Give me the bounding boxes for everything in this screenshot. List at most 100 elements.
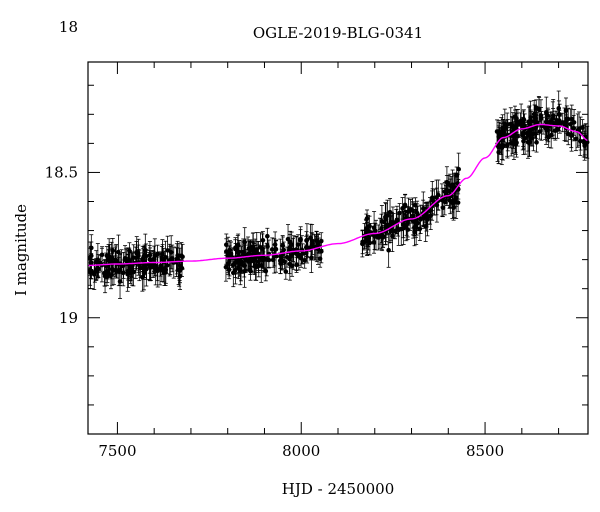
data-point [417,226,423,232]
data-point [99,252,105,258]
data-point [453,195,459,201]
data-point [158,263,163,269]
data-point [521,138,526,144]
tick-labels: 7500 8000 8500 18 18.5 19 [45,18,505,460]
data-point [456,166,461,172]
data-point [308,235,313,241]
data-point [450,200,455,206]
data-point [161,270,167,276]
data-point [413,224,419,230]
plot-frame [87,61,589,435]
data-point [298,255,304,261]
data-point [87,267,93,273]
data-point [414,210,420,216]
data-point [428,213,434,218]
data-point [235,242,241,248]
data-point [418,217,423,222]
data-point [379,219,385,224]
data-point [440,205,446,211]
chart-title: OGLE-2019-BLG-0341 [253,24,423,42]
data-point [127,265,133,270]
data-point [556,106,561,111]
data-points [87,90,590,299]
data-point [295,242,301,247]
data-point [113,258,119,264]
data-point [542,124,548,130]
data-point [284,254,290,260]
data-point [533,116,538,121]
data-point [532,126,538,131]
data-point [571,125,576,131]
data-point [224,249,229,254]
data-point [569,116,575,122]
data-point [116,269,122,274]
data-point [131,269,136,275]
data-point [176,267,181,272]
data-point [174,256,180,262]
data-point [405,220,410,226]
data-point [553,128,558,133]
model-curve [88,123,589,267]
data-point [364,216,370,221]
data-point [120,270,126,276]
data-point [386,247,391,253]
data-point [563,123,569,128]
data-point [434,202,440,208]
data-point [521,121,526,126]
y-axis-label: I magnitude [12,204,30,296]
data-point [141,270,147,276]
data-point [282,259,287,264]
data-point [444,179,450,185]
data-point [110,248,116,254]
data-point [395,226,401,231]
data-point [303,250,309,256]
y-tick-label: 19 [59,309,78,327]
data-point [565,131,571,137]
data-point [95,265,101,271]
data-point [573,136,579,142]
data-point [319,249,324,254]
data-point [581,138,587,144]
y-tick-label: 18 [59,18,78,36]
data-point [305,245,311,251]
data-point [163,254,168,260]
data-point [263,268,269,274]
data-point [526,140,532,145]
data-point [289,263,295,269]
data-point [515,119,521,125]
data-point [385,222,391,228]
x-tick-label: 8500 [466,442,504,460]
data-point [499,145,505,151]
data-point [141,265,146,270]
data-point [568,121,574,127]
data-point [180,254,185,259]
data-point [269,247,275,252]
data-point [510,133,516,139]
data-point [538,116,544,121]
data-point [273,246,279,252]
data-point [287,239,293,245]
data-point [239,259,245,265]
data-point [316,241,321,246]
data-point [102,273,108,279]
x-tick-label: 8000 [282,442,320,460]
data-point [373,228,378,234]
data-point [283,269,289,274]
data-point [546,134,551,140]
x-tick-label: 7500 [98,442,136,460]
data-point [253,263,258,269]
data-point [550,121,556,126]
data-point [360,239,365,245]
data-point [147,252,153,258]
data-point [508,140,514,146]
data-point [394,219,399,224]
data-point [534,140,539,145]
data-point [265,233,270,239]
data-point [556,118,562,123]
y-tick-label: 18.5 [45,163,78,181]
data-point [402,203,408,209]
data-point [165,248,170,253]
data-point [168,249,174,255]
data-point [451,205,456,210]
data-point [153,266,158,272]
